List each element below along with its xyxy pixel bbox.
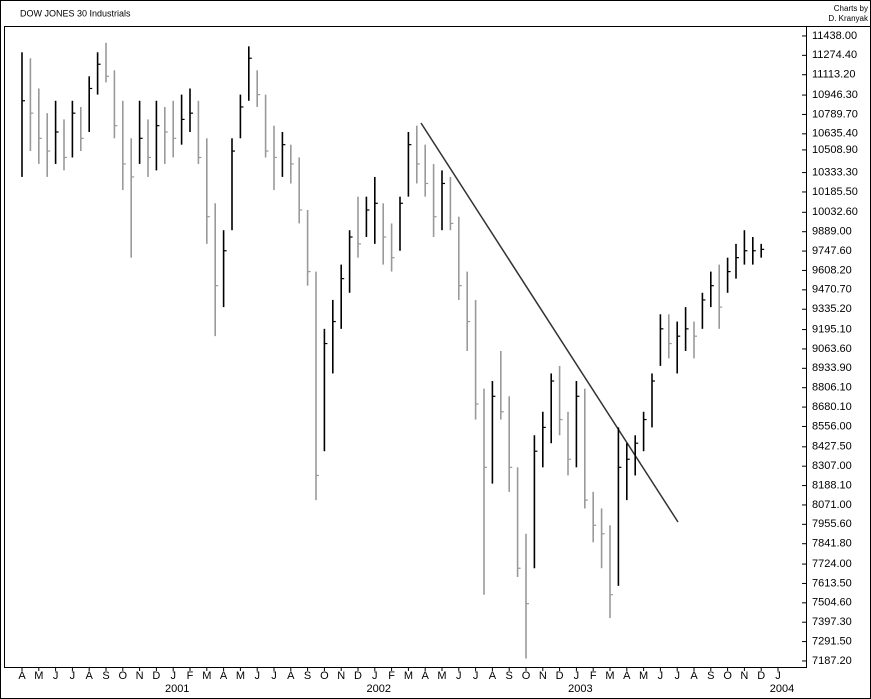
x-tick-label: O — [723, 670, 732, 682]
y-tick-label: 7613.50 — [812, 577, 852, 589]
x-tick-label: N — [740, 670, 748, 682]
x-tick-label: A — [86, 670, 94, 682]
x-tick-label: J — [53, 670, 59, 682]
x-tick-label: A — [623, 670, 631, 682]
x-tick-label: J — [170, 670, 176, 682]
y-tick-label: 8307.00 — [812, 460, 852, 472]
x-tick-label: J — [473, 670, 479, 682]
x-tick-label: N — [337, 670, 345, 682]
x-tick-label: J — [254, 670, 260, 682]
x-tick-label: D — [757, 670, 765, 682]
x-tick-label: A — [422, 670, 430, 682]
x-tick-label: A — [489, 670, 497, 682]
x-tick-label: D — [152, 670, 160, 682]
x-tick-label: S — [506, 670, 513, 682]
x-tick-label: O — [320, 670, 329, 682]
y-tick-label: 11274.40 — [812, 49, 857, 61]
y-tick-label: 10185.50 — [812, 186, 858, 198]
x-tick-label: N — [136, 670, 144, 682]
y-tick-label: 7187.20 — [812, 655, 852, 667]
y-tick-label: 8933.90 — [812, 362, 852, 374]
x-tick-label: A — [220, 670, 228, 682]
y-tick-label: 8680.10 — [812, 401, 852, 413]
y-tick-label: 11113.20 — [812, 69, 855, 81]
x-tick-label: J — [775, 670, 781, 682]
y-tick-label: 8556.00 — [812, 420, 852, 432]
x-tick-label: O — [119, 670, 128, 682]
y-tick-label: 7724.00 — [812, 558, 852, 570]
x-tick-label: J — [70, 670, 76, 682]
credit: D. Kranyak — [828, 14, 869, 23]
y-tick-label: 7504.60 — [812, 597, 852, 609]
x-tick-label: M — [639, 670, 648, 682]
y-tick-label: 9063.60 — [812, 343, 852, 355]
x-tick-label: F — [590, 670, 597, 682]
y-tick-label: 9335.20 — [812, 303, 852, 315]
y-tick-label: 8071.00 — [812, 499, 852, 511]
year-label: 2002 — [367, 683, 391, 695]
x-tick-label: F — [187, 670, 194, 682]
year-label: 2004 — [770, 683, 794, 695]
y-tick-label: 10946.30 — [812, 89, 858, 101]
x-tick-label: M — [202, 670, 211, 682]
x-tick-label: M — [404, 670, 413, 682]
y-tick-label: 10635.40 — [812, 128, 858, 140]
x-tick-label: J — [658, 670, 664, 682]
y-tick-label: 9195.10 — [812, 323, 852, 335]
x-tick-label: M — [605, 670, 614, 682]
y-tick-label: 8806.10 — [812, 382, 852, 394]
credit: Charts by — [834, 4, 868, 13]
y-tick-label: 9889.00 — [812, 226, 852, 238]
y-tick-label: 8188.10 — [812, 479, 852, 491]
y-tick-label: 7397.30 — [812, 616, 852, 628]
x-tick-label: D — [354, 670, 362, 682]
y-tick-label: 8427.50 — [812, 441, 852, 453]
x-tick-label: J — [456, 670, 462, 682]
x-tick-label: A — [18, 670, 26, 682]
year-label: 2001 — [165, 683, 189, 695]
x-tick-label: S — [102, 670, 109, 682]
y-tick-label: 10032.60 — [812, 206, 858, 218]
y-tick-label: 9470.70 — [812, 284, 852, 296]
y-tick-label: 10333.30 — [812, 166, 858, 178]
y-tick-label: 10789.70 — [812, 108, 858, 120]
y-tick-label: 7291.50 — [812, 635, 852, 647]
x-tick-label: M — [236, 670, 245, 682]
y-tick-label: 10508.90 — [812, 144, 858, 156]
y-tick-label: 11438.00 — [812, 30, 857, 42]
x-tick-label: M — [34, 670, 43, 682]
y-tick-label: 7841.80 — [812, 538, 852, 550]
y-tick-label: 9608.20 — [812, 264, 852, 276]
x-tick-label: S — [304, 670, 311, 682]
x-tick-label: A — [690, 670, 698, 682]
plot-frame — [4, 26, 807, 668]
x-tick-label: J — [271, 670, 277, 682]
x-tick-label: S — [707, 670, 714, 682]
x-tick-label: F — [388, 670, 395, 682]
x-tick-label: J — [674, 670, 680, 682]
x-tick-label: O — [522, 670, 531, 682]
y-tick-label: 9747.60 — [812, 245, 852, 257]
x-tick-label: J — [574, 670, 580, 682]
x-tick-label: A — [287, 670, 295, 682]
y-tick-label: 7955.60 — [812, 518, 852, 530]
year-label: 2003 — [568, 683, 592, 695]
x-tick-label: J — [372, 670, 378, 682]
chart-title: DOW JONES 30 Industrials — [20, 8, 131, 18]
x-tick-label: D — [556, 670, 564, 682]
x-tick-label: N — [539, 670, 547, 682]
x-tick-label: M — [437, 670, 446, 682]
